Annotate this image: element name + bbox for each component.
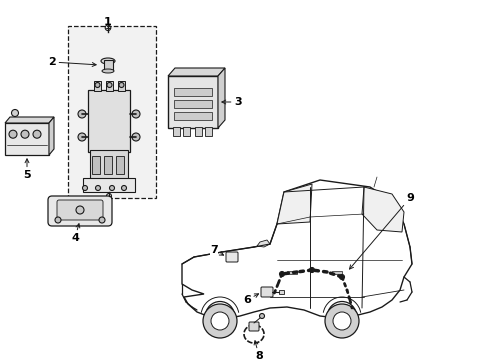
Bar (174, 88, 212, 96)
Text: 8: 8 (254, 341, 263, 360)
Bar (279, 290, 284, 294)
Circle shape (76, 206, 84, 214)
Circle shape (9, 130, 17, 138)
Bar (5, 123, 49, 155)
Bar (174, 100, 212, 108)
Polygon shape (257, 240, 269, 247)
Bar (83, 178, 135, 192)
Text: 4: 4 (71, 224, 80, 243)
Bar (174, 112, 212, 120)
Text: 2: 2 (48, 57, 96, 67)
Circle shape (95, 82, 100, 87)
Ellipse shape (102, 69, 114, 73)
FancyBboxPatch shape (225, 252, 238, 262)
Bar (286, 271, 296, 274)
Circle shape (107, 82, 112, 87)
Circle shape (119, 82, 124, 87)
Circle shape (121, 185, 126, 190)
Bar (88, 90, 130, 152)
Circle shape (332, 312, 350, 330)
Bar (104, 156, 112, 174)
Text: 3: 3 (222, 97, 242, 107)
Bar (183, 127, 190, 136)
Polygon shape (361, 187, 403, 232)
Circle shape (325, 304, 358, 338)
Circle shape (95, 185, 101, 190)
Bar (106, 81, 113, 91)
Bar (173, 127, 180, 136)
Text: 7: 7 (210, 245, 223, 255)
Bar (168, 76, 218, 128)
Circle shape (78, 133, 86, 141)
Bar (331, 271, 341, 274)
Circle shape (99, 217, 105, 223)
Text: 1: 1 (104, 17, 112, 27)
Bar (118, 81, 125, 91)
Polygon shape (218, 68, 224, 128)
Polygon shape (5, 117, 54, 123)
Ellipse shape (101, 58, 115, 64)
Circle shape (33, 130, 41, 138)
Text: 5: 5 (23, 159, 31, 180)
Circle shape (55, 217, 61, 223)
Polygon shape (168, 68, 224, 76)
Circle shape (78, 110, 86, 118)
Bar (90, 150, 128, 180)
Circle shape (203, 304, 237, 338)
FancyBboxPatch shape (57, 200, 103, 220)
Circle shape (339, 274, 344, 279)
Circle shape (132, 110, 140, 118)
Circle shape (109, 185, 114, 190)
Text: 6: 6 (243, 294, 258, 305)
Circle shape (210, 312, 228, 330)
Bar (92, 156, 100, 174)
Circle shape (82, 185, 87, 190)
FancyBboxPatch shape (261, 287, 272, 297)
Circle shape (132, 133, 140, 141)
Bar (204, 127, 212, 136)
Circle shape (309, 267, 314, 273)
Polygon shape (276, 184, 311, 224)
Circle shape (259, 314, 264, 319)
Circle shape (279, 271, 284, 276)
Circle shape (12, 109, 19, 117)
FancyBboxPatch shape (248, 322, 259, 331)
Circle shape (21, 130, 29, 138)
Text: 9: 9 (349, 193, 413, 269)
Bar (103, 60, 112, 70)
Polygon shape (182, 180, 411, 319)
Bar (116, 156, 124, 174)
Bar (94, 81, 101, 91)
FancyBboxPatch shape (48, 196, 112, 226)
Polygon shape (49, 117, 54, 155)
Bar (68, 26, 156, 198)
Bar (195, 127, 202, 136)
